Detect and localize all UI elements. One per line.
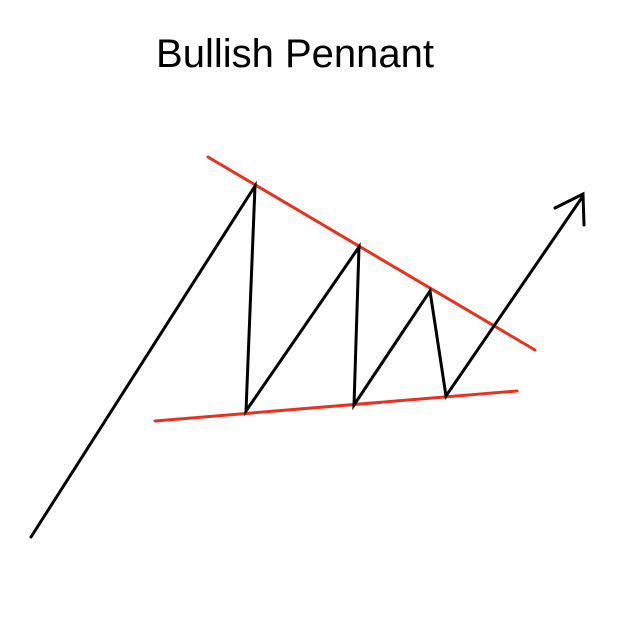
breakout-arrowhead-icon — [553, 191, 586, 227]
upper-trendline — [206, 155, 537, 352]
diagram-title: Bullish Pennant — [156, 32, 434, 76]
lower-trendline — [153, 389, 519, 423]
price-path — [29, 180, 585, 539]
